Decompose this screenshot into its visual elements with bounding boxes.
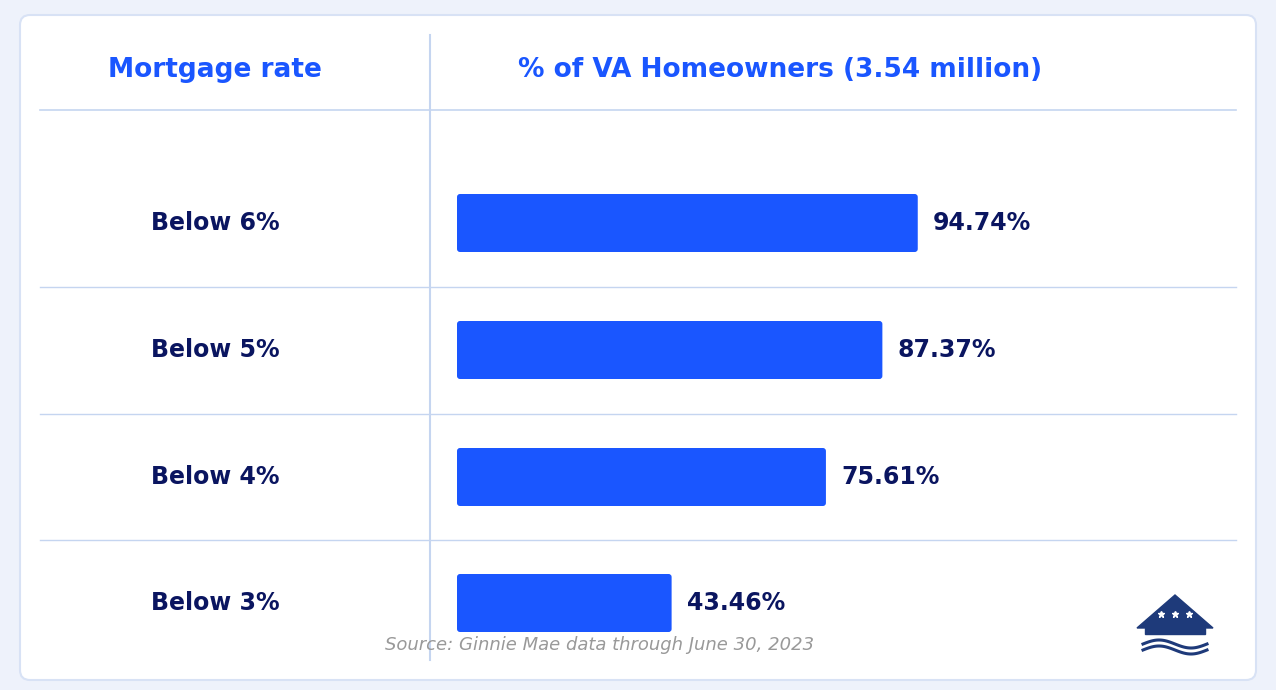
Text: Below 3%: Below 3%: [151, 591, 279, 615]
Text: 94.74%: 94.74%: [933, 211, 1031, 235]
Text: Below 5%: Below 5%: [151, 338, 279, 362]
Text: Below 6%: Below 6%: [151, 211, 279, 235]
FancyBboxPatch shape: [457, 321, 883, 379]
FancyBboxPatch shape: [20, 15, 1256, 680]
Text: Mortgage rate: Mortgage rate: [108, 57, 322, 83]
Text: 43.46%: 43.46%: [686, 591, 785, 615]
FancyBboxPatch shape: [457, 574, 671, 632]
Text: Below 4%: Below 4%: [151, 465, 279, 489]
Text: % of VA Homeowners (3.54 million): % of VA Homeowners (3.54 million): [518, 57, 1042, 83]
Text: 87.37%: 87.37%: [897, 338, 995, 362]
Polygon shape: [1137, 595, 1213, 628]
Text: 75.61%: 75.61%: [841, 465, 939, 489]
FancyBboxPatch shape: [457, 194, 917, 252]
Polygon shape: [1145, 628, 1205, 634]
Text: Source: Ginnie Mae data through June 30, 2023: Source: Ginnie Mae data through June 30,…: [385, 636, 814, 654]
FancyBboxPatch shape: [457, 448, 826, 506]
